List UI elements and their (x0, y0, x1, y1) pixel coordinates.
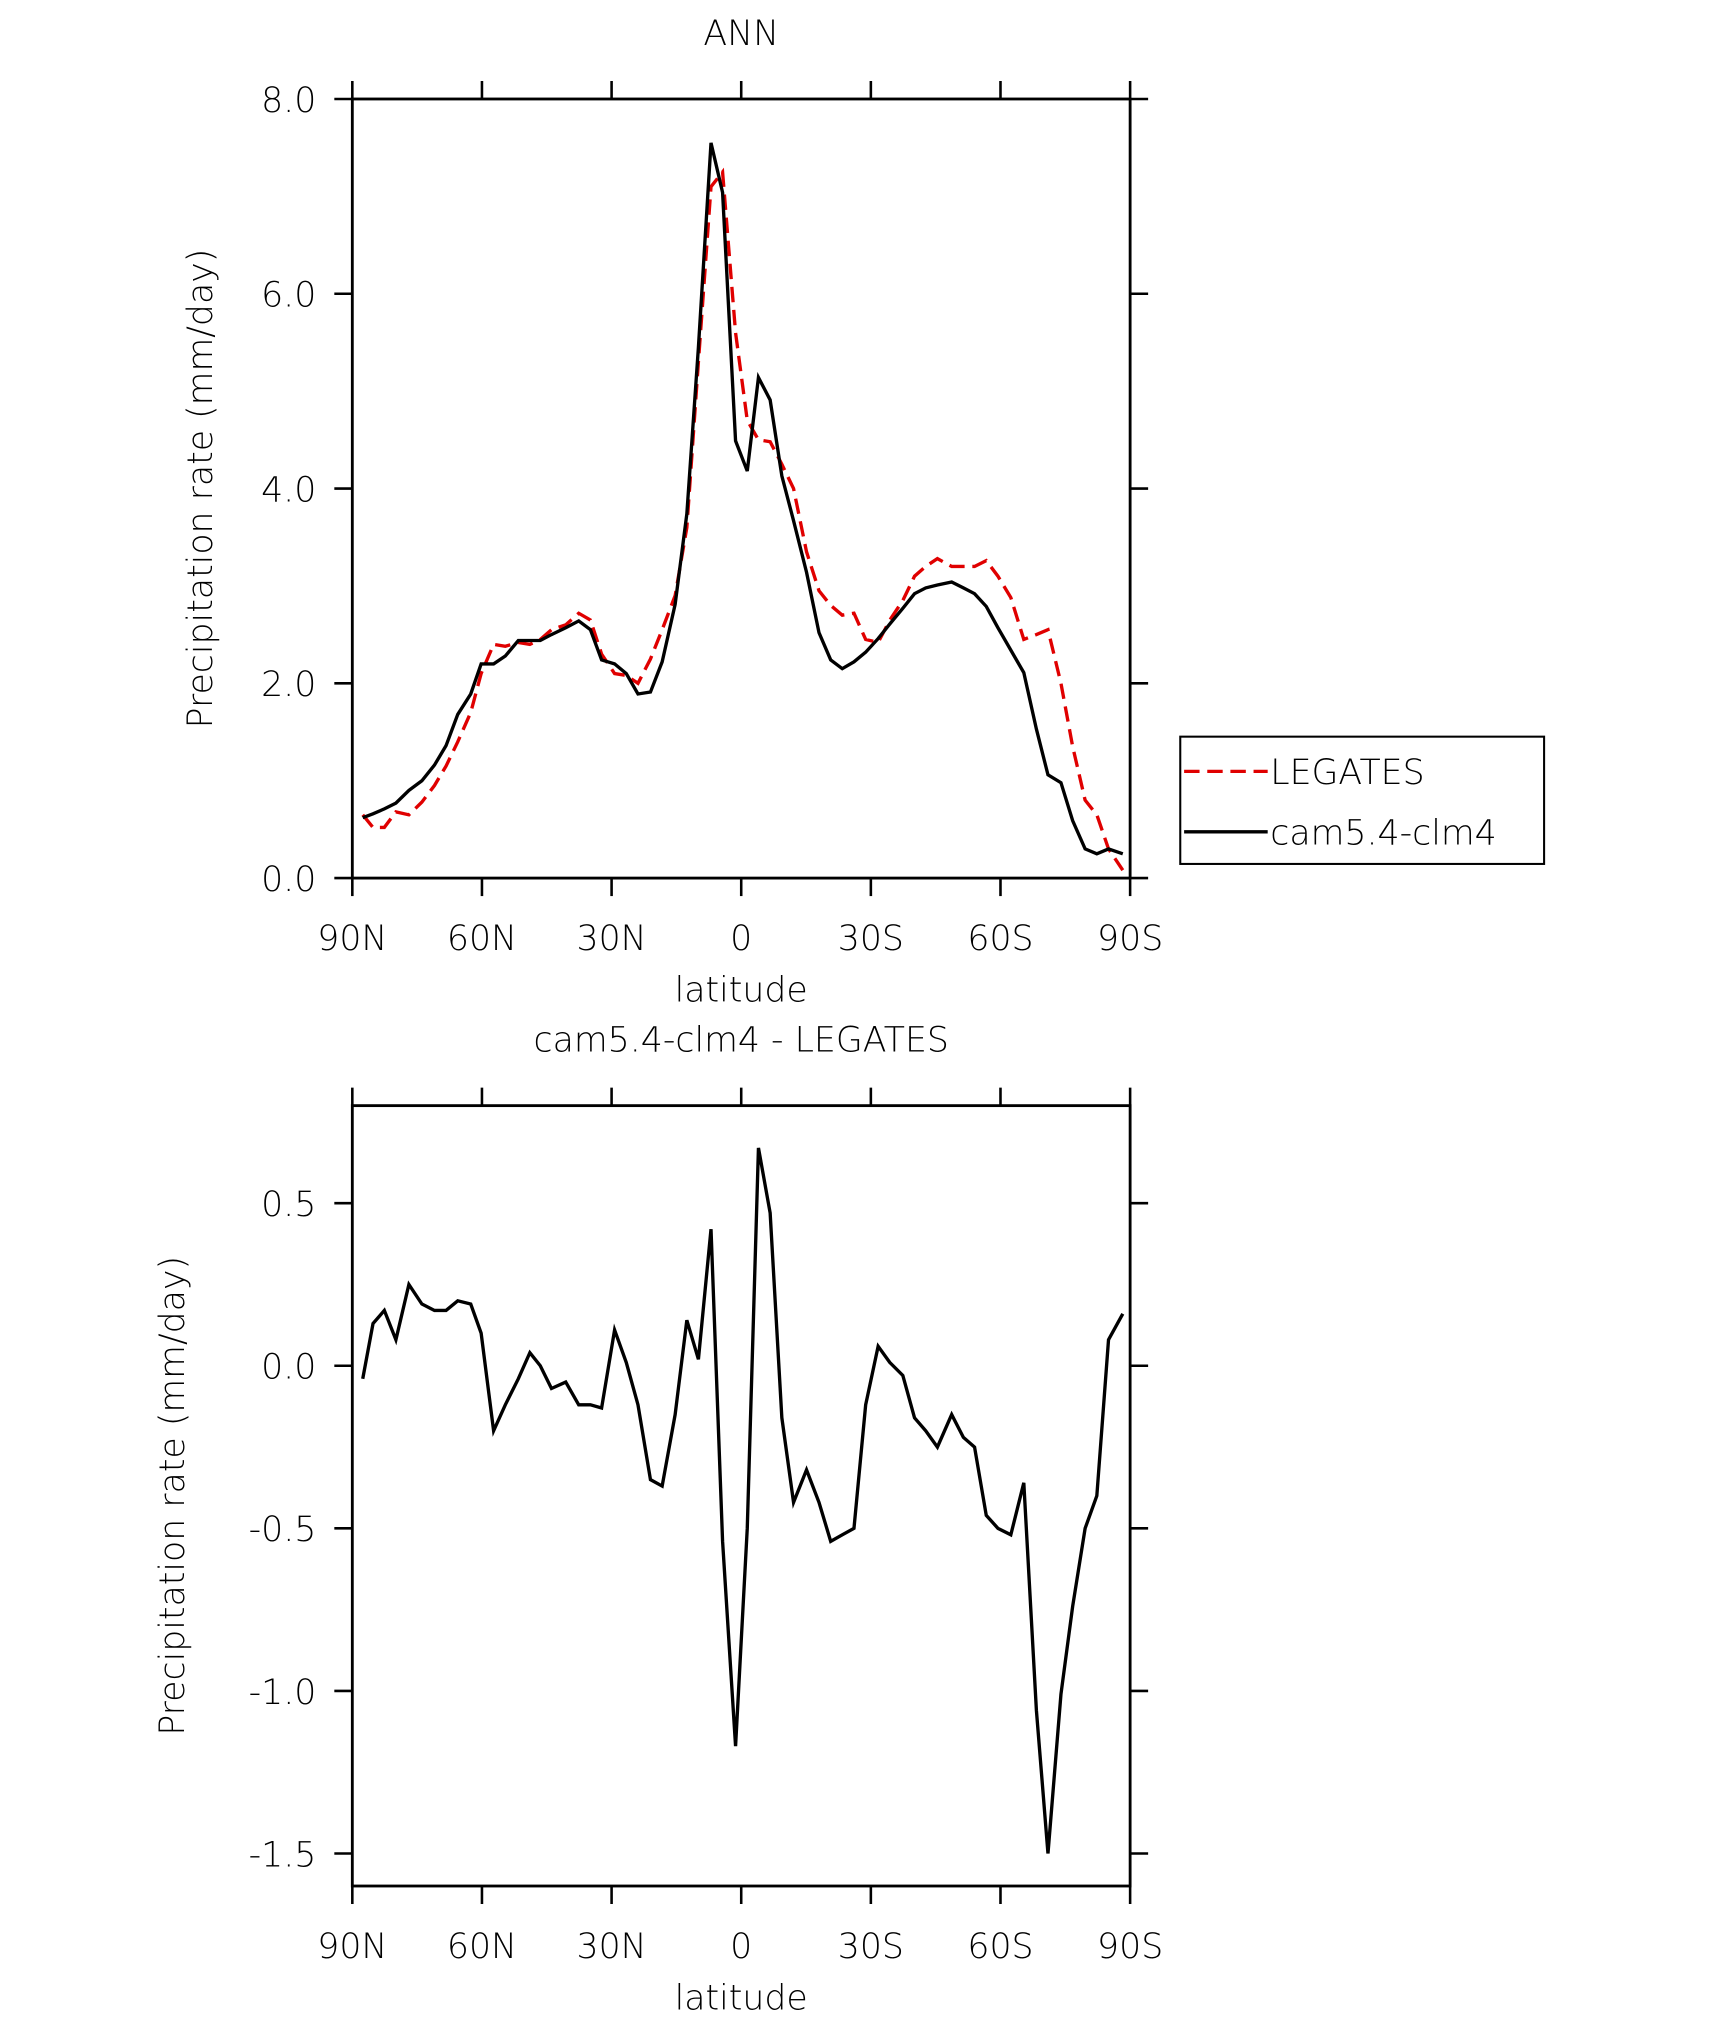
y-tick-label: 0.0 (261, 1348, 316, 1388)
y-tick-label: 4.0 (261, 470, 316, 510)
x-tick-label: 30N (577, 1927, 647, 1967)
x-tick-label: 60N (447, 919, 517, 959)
data-line (361, 167, 1125, 872)
y-tick-label: -1.0 (249, 1673, 317, 1713)
x-tick-label: 60S (967, 1927, 1033, 1967)
y-tick-label: -0.5 (249, 1510, 317, 1550)
chart-title: cam5.4-clm4 - LEGATES (534, 1021, 949, 1061)
chart-title: ANN (703, 14, 779, 54)
x-tick-label: 0 (730, 919, 752, 959)
legend-box (1179, 735, 1546, 865)
x-tick-label: 30S (838, 919, 904, 959)
plot-frame (350, 97, 1132, 880)
x-tick-label: 30S (838, 1927, 904, 1967)
plot-frame (350, 1104, 1132, 1888)
x-tick-label: 60S (967, 919, 1033, 959)
y-tick-label: 6.0 (261, 276, 316, 316)
legend-label: cam5.4-clm4 (1270, 814, 1496, 854)
data-line (362, 142, 1124, 856)
plot: cam5.4-clm4 - LEGATES -1.5 -1.0 -0.5 0.0 0.5 9… (153, 1021, 1163, 2019)
x-tick-label: 60N (447, 1927, 517, 1967)
y-tick-label: 0.5 (261, 1185, 316, 1225)
x-tick-label: 0 (730, 1927, 752, 1967)
data-line (361, 1147, 1125, 1854)
x-tick-label: 90N (317, 919, 387, 959)
x-axis-label: latitude (675, 971, 808, 1011)
y-tick-label: -1.5 (249, 1835, 317, 1875)
plot: ANN 0.0 2.0 4.0 6.0 8.0 90N 60N 30N 0 30S 60S 90S lat… (181, 14, 1546, 1011)
x-tick-label: 90N (317, 1927, 387, 1967)
y-tick-label: 8.0 (261, 81, 316, 121)
x-tick-label: 90S (1097, 1927, 1163, 1967)
y-axis-label: Precipitation rate (mm/day) (153, 1256, 193, 1736)
y-tick-label: 2.0 (261, 665, 316, 705)
x-axis-label: latitude (675, 1978, 808, 2018)
y-axis-label: Precipitation rate (mm/day) (181, 249, 221, 729)
y-tick-label: 0.0 (261, 860, 316, 900)
x-tick-label: 90S (1097, 919, 1163, 959)
x-tick-label: 30N (577, 919, 647, 959)
legend-label: LEGATES (1270, 753, 1424, 793)
